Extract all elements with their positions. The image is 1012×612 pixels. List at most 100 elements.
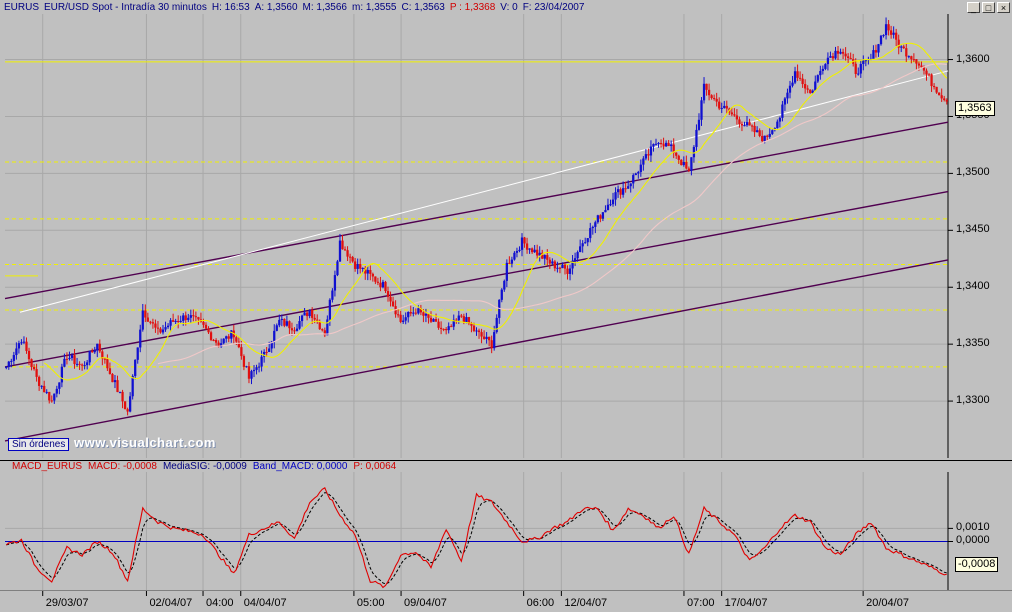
channel-lower — [4, 259, 949, 442]
candle-body — [184, 315, 187, 320]
trendline-white — [19, 70, 949, 313]
y-tick-label: 1,3600 — [956, 52, 990, 65]
candle-body — [720, 107, 723, 109]
candle-body — [381, 281, 385, 288]
candle-body — [589, 228, 592, 239]
candle-body — [753, 125, 756, 133]
candle-body — [65, 358, 69, 360]
candle-body — [447, 326, 450, 331]
candle-body — [733, 114, 736, 116]
candle-body — [682, 161, 685, 166]
date-value: F: 23/04/2007 — [522, 2, 585, 13]
candle-body — [354, 261, 357, 269]
candle-body — [164, 327, 167, 330]
candle-body — [427, 313, 430, 318]
macd-header: MACD_EURUS MACD: -0,0008 MediaSIG: -0,0009… — [12, 461, 402, 472]
candle-body — [429, 317, 433, 322]
candle-body — [637, 172, 640, 174]
candle-body — [412, 312, 415, 314]
candle-body — [311, 310, 314, 318]
candle-body — [477, 330, 481, 333]
candle-body — [707, 89, 711, 96]
candle-body — [932, 86, 936, 88]
candle-body — [303, 312, 306, 316]
candle-body — [43, 385, 46, 393]
candle-body — [538, 252, 541, 256]
candle-body — [811, 90, 814, 94]
candle-body — [713, 98, 716, 100]
y-tick-label: 1,3300 — [956, 394, 990, 407]
candle-body — [316, 319, 319, 322]
candle-body — [5, 367, 8, 369]
candle-body — [113, 380, 117, 383]
candle-body — [715, 98, 718, 102]
candle-body — [328, 299, 332, 320]
candle-body — [439, 327, 443, 329]
candle-body — [91, 351, 94, 353]
candle-body — [101, 351, 104, 359]
candle-body — [844, 53, 847, 57]
candle-body — [283, 318, 286, 326]
candle-body — [424, 313, 428, 316]
signal-line — [6, 492, 947, 585]
candle-body — [318, 321, 321, 330]
price-pane[interactable]: EURUS EUR/USD Spot - Intradía 30 minutos H… — [0, 0, 1012, 460]
candle-body — [280, 318, 283, 320]
candle-body — [149, 321, 152, 323]
candle-body — [204, 324, 208, 329]
signal-value: MediaSIG: -0,0009 — [162, 461, 247, 472]
candle-body — [83, 365, 86, 367]
sin-ordenes-button[interactable]: Sin órdenes — [8, 438, 70, 451]
candle-body — [553, 261, 557, 269]
candle-body — [621, 188, 625, 195]
macd-chart[interactable] — [0, 460, 1012, 590]
candle-body — [768, 133, 771, 137]
candle-body — [389, 296, 392, 302]
volume-value: V: 0 — [500, 2, 518, 13]
candle-body — [700, 100, 703, 120]
candle-body — [798, 77, 802, 79]
candle-body — [493, 332, 496, 349]
candle-body — [68, 357, 71, 359]
candle-body — [465, 317, 468, 323]
candle-body — [558, 267, 562, 269]
watermark: www.visualchart.com — [74, 435, 216, 450]
candle-body — [594, 222, 597, 227]
candle-body — [584, 242, 587, 244]
candle-body — [270, 341, 273, 349]
candle-body — [940, 95, 943, 99]
candle-body — [927, 74, 931, 76]
candle-body — [601, 212, 605, 219]
close-button[interactable]: × — [997, 2, 1010, 13]
candle-body — [313, 317, 316, 320]
candle-body — [819, 71, 822, 76]
candle-body — [402, 320, 405, 322]
candle-body — [7, 361, 10, 368]
candle-body — [781, 104, 784, 118]
candle-body — [414, 312, 417, 314]
candle-body — [920, 65, 923, 68]
candle-body — [654, 143, 658, 145]
candle-body — [859, 64, 862, 74]
candle-body — [879, 35, 883, 45]
candle-body — [561, 264, 564, 269]
candle-body — [225, 336, 228, 339]
candle-body — [300, 315, 304, 322]
maximize-button[interactable]: □ — [982, 2, 995, 13]
minimize-button[interactable]: _ — [967, 2, 980, 13]
candle-body — [834, 50, 837, 59]
candle-body — [791, 82, 794, 86]
candle-body — [546, 255, 549, 260]
macd-pane[interactable]: MACD_EURUS MACD: -0,0008 MediaSIG: -0,0009… — [0, 460, 1012, 590]
candle-body — [93, 350, 96, 353]
p-value: P : 1,3368 — [449, 2, 496, 13]
candle-body — [652, 144, 655, 147]
candle-body — [212, 339, 215, 341]
candle-body — [771, 130, 774, 134]
candle-body — [503, 280, 506, 290]
candle-body — [788, 85, 792, 93]
candle-body — [857, 73, 860, 75]
candle-body — [25, 341, 28, 351]
candle-body — [111, 373, 114, 383]
price-chart[interactable] — [0, 0, 1012, 460]
